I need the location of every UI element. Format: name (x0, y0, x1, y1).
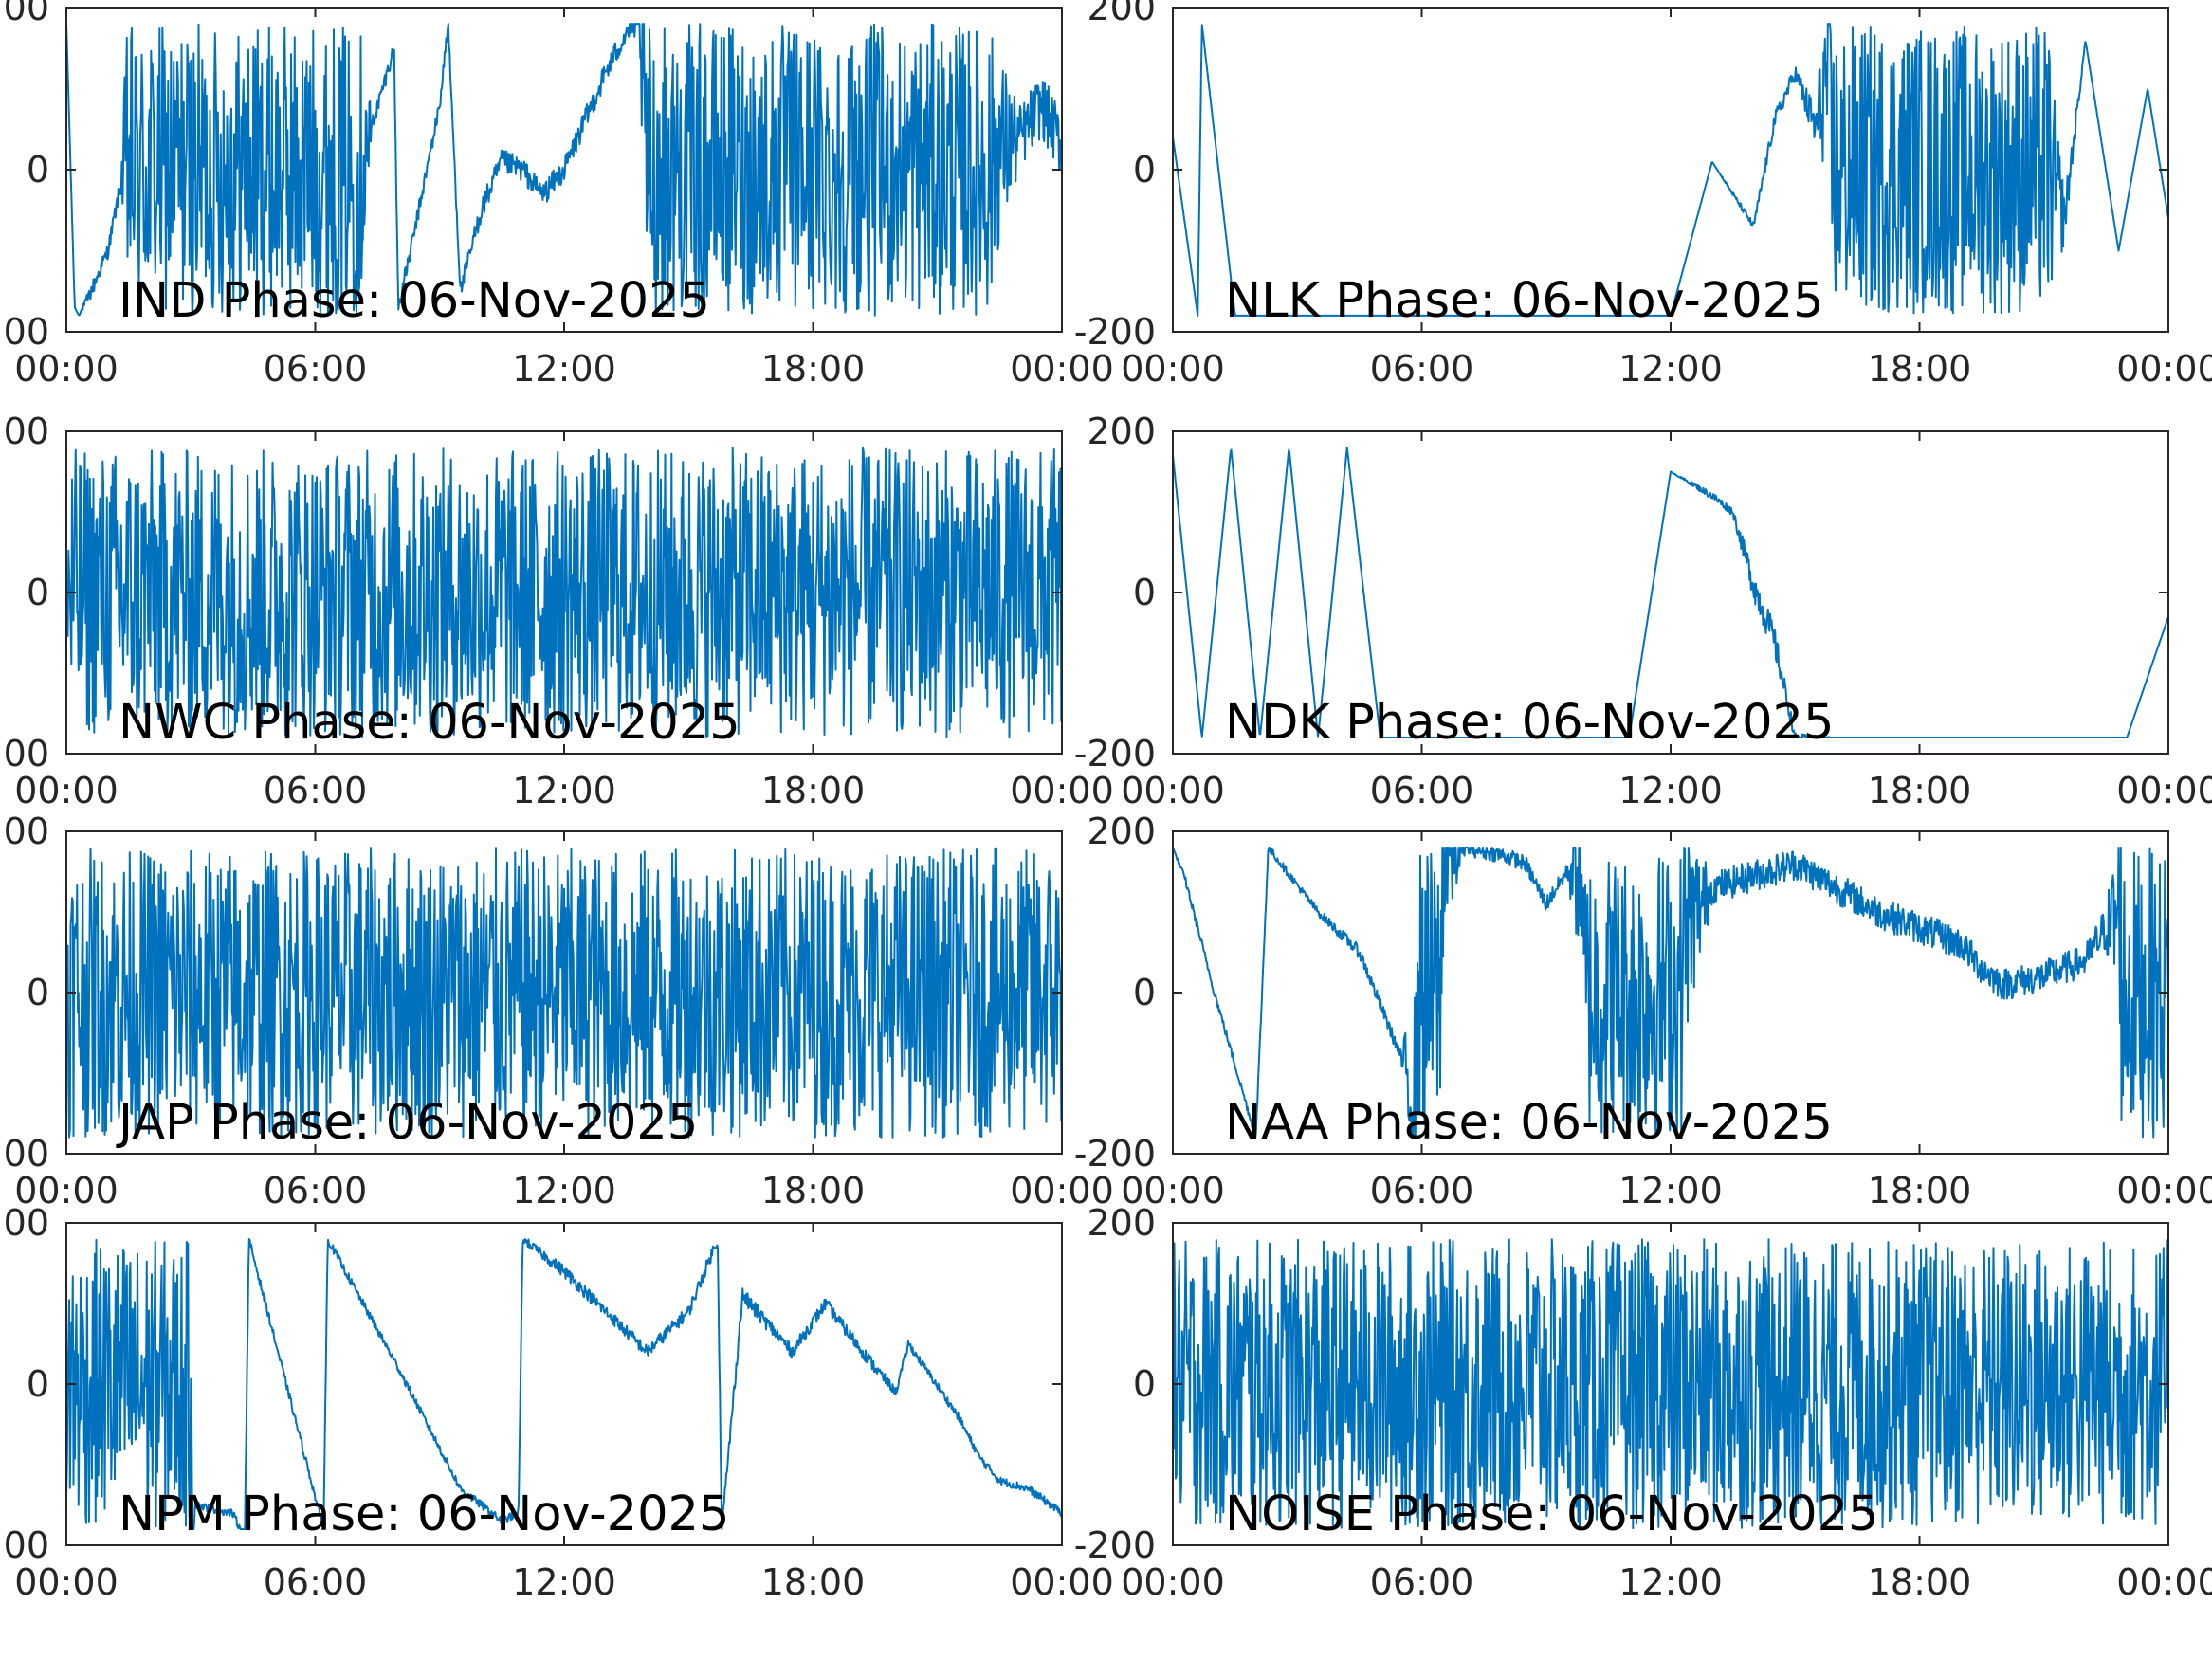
y-tick-label: 200 (1087, 811, 1156, 852)
x-tick-label: 00:00 (2116, 348, 2212, 390)
y-tick-label: 0 (27, 572, 49, 613)
y-tick-label: 0 (27, 1363, 49, 1405)
y-tick-label: 200 (0, 811, 49, 852)
x-tick-label: 00:00 (14, 1170, 119, 1212)
x-tick-label: 06:00 (264, 1170, 368, 1212)
phase-trace-series (1173, 23, 2168, 317)
x-tick-label: 12:00 (512, 1561, 616, 1603)
x-tick-label: 18:00 (1868, 1170, 1972, 1212)
panel-title: NPM Phase: 06-Nov-2025 (119, 1486, 729, 1542)
panel-title: NWC Phase: 06-Nov-2025 (119, 695, 740, 751)
phase-trace-series (1173, 1238, 2168, 1530)
y-tick-label: 200 (0, 410, 49, 452)
panel-title: IND Phase: 06-Nov-2025 (119, 273, 710, 329)
y-tick-label: 0 (1133, 972, 1156, 1013)
phase-trace-series (66, 23, 1062, 317)
y-tick-label: 0 (1133, 572, 1156, 613)
y-tick-label: -200 (1074, 311, 1156, 353)
x-tick-label: 18:00 (761, 348, 866, 390)
x-tick-label: 06:00 (1370, 348, 1474, 390)
x-tick-label: 00:00 (1121, 348, 1225, 390)
x-tick-label: 06:00 (264, 770, 368, 811)
panel-title: JAP Phase: 06-Nov-2025 (116, 1095, 698, 1151)
y-tick-label: 0 (1133, 149, 1156, 191)
x-tick-label: 18:00 (1868, 1561, 1972, 1603)
y-tick-label: -200 (1074, 733, 1156, 775)
x-tick-label: 00:00 (1010, 770, 1114, 811)
x-tick-label: 00:00 (1121, 1561, 1225, 1603)
x-tick-label: 18:00 (761, 1561, 866, 1603)
x-tick-label: 00:00 (2116, 1561, 2212, 1603)
phase-trace-series (66, 847, 1062, 1139)
x-tick-label: 18:00 (761, 1170, 866, 1212)
x-tick-label: 18:00 (761, 770, 866, 811)
x-tick-label: 00:00 (14, 770, 119, 811)
y-tick-label: -200 (0, 1133, 49, 1175)
x-tick-label: 00:00 (2116, 1170, 2212, 1212)
x-tick-label: 12:00 (1618, 1561, 1723, 1603)
y-tick-label: 200 (1087, 1202, 1156, 1244)
x-tick-label: 00:00 (1010, 1561, 1114, 1603)
x-tick-label: 12:00 (1618, 348, 1723, 390)
y-tick-label: -200 (0, 1524, 49, 1566)
phase-trace-series (66, 1238, 1062, 1530)
x-tick-label: 00:00 (14, 1561, 119, 1603)
panel-title: NOISE Phase: 06-Nov-2025 (1225, 1486, 1878, 1542)
x-tick-label: 06:00 (264, 348, 368, 390)
y-tick-label: 0 (27, 972, 49, 1013)
phase-trace-series (66, 447, 1062, 738)
x-tick-label: 18:00 (1868, 770, 1972, 811)
y-tick-label: -200 (1074, 1524, 1156, 1566)
y-tick-label: 200 (1087, 0, 1156, 28)
x-tick-label: 00:00 (1121, 1170, 1225, 1212)
x-tick-label: 12:00 (512, 770, 616, 811)
x-tick-label: 06:00 (264, 1561, 368, 1603)
panel-title: NLK Phase: 06-Nov-2025 (1225, 273, 1824, 329)
x-tick-label: 12:00 (512, 348, 616, 390)
x-tick-label: 18:00 (1868, 348, 1972, 390)
y-tick-label: -200 (1074, 1133, 1156, 1175)
panel-title: NDK Phase: 06-Nov-2025 (1225, 695, 1834, 751)
x-tick-label: 00:00 (2116, 770, 2212, 811)
x-tick-label: 12:00 (512, 1170, 616, 1212)
y-tick-label: 200 (1087, 410, 1156, 452)
y-tick-label: -200 (0, 311, 49, 353)
phase-trace-series (1173, 447, 2168, 738)
x-tick-label: 12:00 (1618, 1170, 1723, 1212)
x-tick-label: 12:00 (1618, 770, 1723, 811)
y-tick-label: 0 (1133, 1363, 1156, 1405)
phase-trace-series (1173, 847, 2168, 1139)
x-tick-label: 06:00 (1370, 1561, 1474, 1603)
y-tick-label: 0 (27, 149, 49, 191)
x-tick-label: 06:00 (1370, 1170, 1474, 1212)
panel-title: NAA Phase: 06-Nov-2025 (1225, 1095, 1833, 1151)
x-tick-label: 06:00 (1370, 770, 1474, 811)
x-tick-label: 00:00 (1121, 770, 1225, 811)
x-tick-label: 00:00 (1010, 348, 1114, 390)
y-tick-label: -200 (0, 733, 49, 775)
y-tick-label: 200 (0, 0, 49, 28)
y-tick-label: 200 (0, 1202, 49, 1244)
x-tick-label: 00:00 (14, 348, 119, 390)
x-tick-label: 00:00 (1010, 1170, 1114, 1212)
